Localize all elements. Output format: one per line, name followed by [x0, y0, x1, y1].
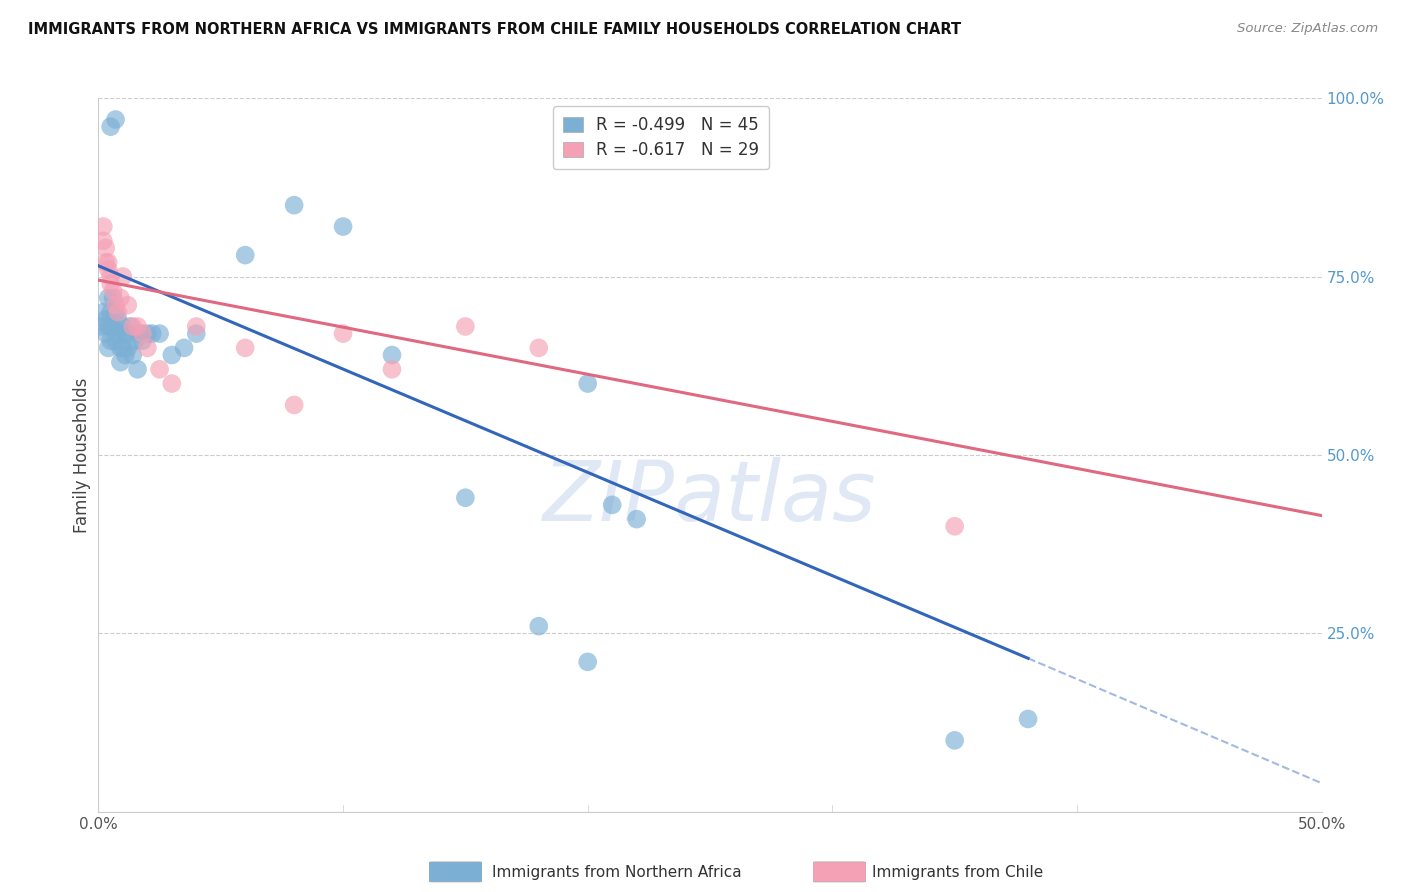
Point: [104, 112, 127, 127]
Point: [332, 326, 354, 341]
Point: [101, 319, 124, 334]
Point: [104, 305, 127, 319]
Y-axis label: Family Households: Family Households: [73, 377, 91, 533]
Legend: R = -0.499   N = 45, R = -0.617   N = 29: R = -0.499 N = 45, R = -0.617 N = 29: [553, 106, 769, 169]
Point: [160, 376, 183, 391]
FancyBboxPatch shape: [813, 862, 866, 882]
Point: [117, 298, 139, 312]
Point: [100, 277, 122, 291]
Point: [91, 234, 114, 248]
Point: [100, 120, 122, 134]
Point: [381, 362, 404, 376]
Point: [186, 319, 208, 334]
Point: [120, 319, 142, 334]
Point: [283, 398, 305, 412]
Point: [94, 241, 117, 255]
Point: [186, 326, 208, 341]
Point: [110, 341, 132, 355]
Point: [943, 519, 966, 533]
Point: [101, 291, 124, 305]
Point: [114, 348, 136, 362]
Point: [129, 326, 152, 341]
Point: [121, 319, 143, 334]
Point: [111, 341, 134, 355]
Point: [104, 334, 127, 348]
Point: [454, 319, 477, 334]
Point: [131, 326, 153, 341]
Point: [104, 298, 127, 312]
Point: [111, 319, 134, 334]
Point: [97, 262, 120, 277]
Text: IMMIGRANTS FROM NORTHERN AFRICA VS IMMIGRANTS FROM CHILE FAMILY HOUSEHOLDS CORRE: IMMIGRANTS FROM NORTHERN AFRICA VS IMMIG…: [28, 22, 962, 37]
Point: [110, 355, 132, 369]
Point: [576, 655, 599, 669]
Point: [600, 498, 623, 512]
Point: [173, 341, 195, 355]
Point: [107, 305, 129, 319]
Point: [91, 219, 114, 234]
Point: [160, 348, 183, 362]
Text: Immigrants from Chile: Immigrants from Chile: [872, 865, 1043, 880]
Point: [136, 341, 159, 355]
Point: [94, 326, 117, 341]
Point: [141, 326, 163, 341]
Point: [124, 334, 146, 348]
Point: [94, 255, 117, 269]
Point: [149, 362, 172, 376]
Point: [97, 291, 120, 305]
Point: [100, 269, 122, 284]
Point: [127, 319, 149, 334]
Point: [626, 512, 648, 526]
Point: [332, 219, 354, 234]
Point: [127, 362, 149, 376]
Point: [117, 341, 139, 355]
Point: [1017, 712, 1039, 726]
FancyBboxPatch shape: [429, 862, 482, 882]
Point: [576, 376, 599, 391]
Point: [454, 491, 477, 505]
Point: [233, 248, 256, 262]
Point: [131, 334, 153, 348]
Point: [107, 312, 129, 326]
Point: [121, 348, 143, 362]
Point: [283, 198, 305, 212]
Point: [100, 319, 122, 334]
Point: [107, 326, 129, 341]
Point: [149, 326, 172, 341]
Text: ZIPatlas: ZIPatlas: [543, 458, 877, 538]
Point: [381, 348, 404, 362]
Point: [97, 341, 120, 355]
Point: [111, 269, 134, 284]
Point: [101, 284, 124, 298]
Point: [943, 733, 966, 747]
Point: [100, 305, 122, 319]
Point: [97, 255, 120, 269]
Text: Source: ZipAtlas.com: Source: ZipAtlas.com: [1237, 22, 1378, 36]
Point: [100, 334, 122, 348]
Point: [117, 326, 139, 341]
Point: [527, 341, 550, 355]
Point: [90, 319, 112, 334]
Point: [110, 291, 132, 305]
Point: [136, 326, 159, 341]
Point: [97, 319, 120, 334]
Point: [114, 326, 136, 341]
Text: Immigrants from Northern Africa: Immigrants from Northern Africa: [492, 865, 742, 880]
Point: [91, 305, 114, 319]
Point: [94, 312, 117, 326]
Point: [233, 341, 256, 355]
Point: [527, 619, 550, 633]
